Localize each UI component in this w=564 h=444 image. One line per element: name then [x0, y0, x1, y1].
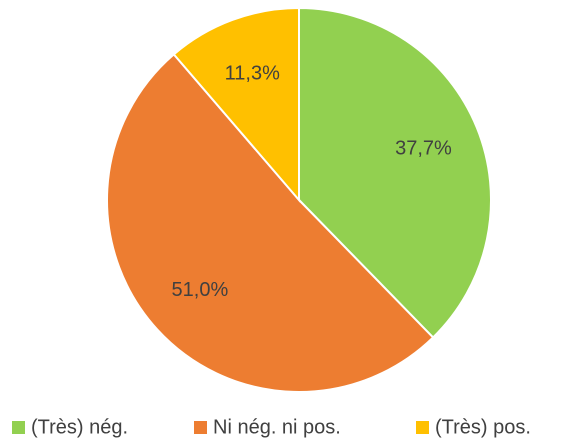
legend-swatch	[416, 421, 429, 434]
data-label: 51,0%	[172, 279, 229, 301]
legend-swatch	[194, 421, 207, 434]
legend-label: Ni nég. ni pos.	[213, 416, 341, 438]
legend-label: (Très) nég.	[31, 416, 128, 438]
pie-slice	[172, 6, 300, 203]
data-label: 11,3%	[225, 62, 280, 84]
legend-swatch	[12, 421, 25, 434]
pie-slice	[106, 52, 435, 393]
pie-slice	[298, 6, 492, 339]
legend-label: (Très) pos.	[435, 416, 531, 438]
data-label: 37,7%	[395, 138, 452, 160]
